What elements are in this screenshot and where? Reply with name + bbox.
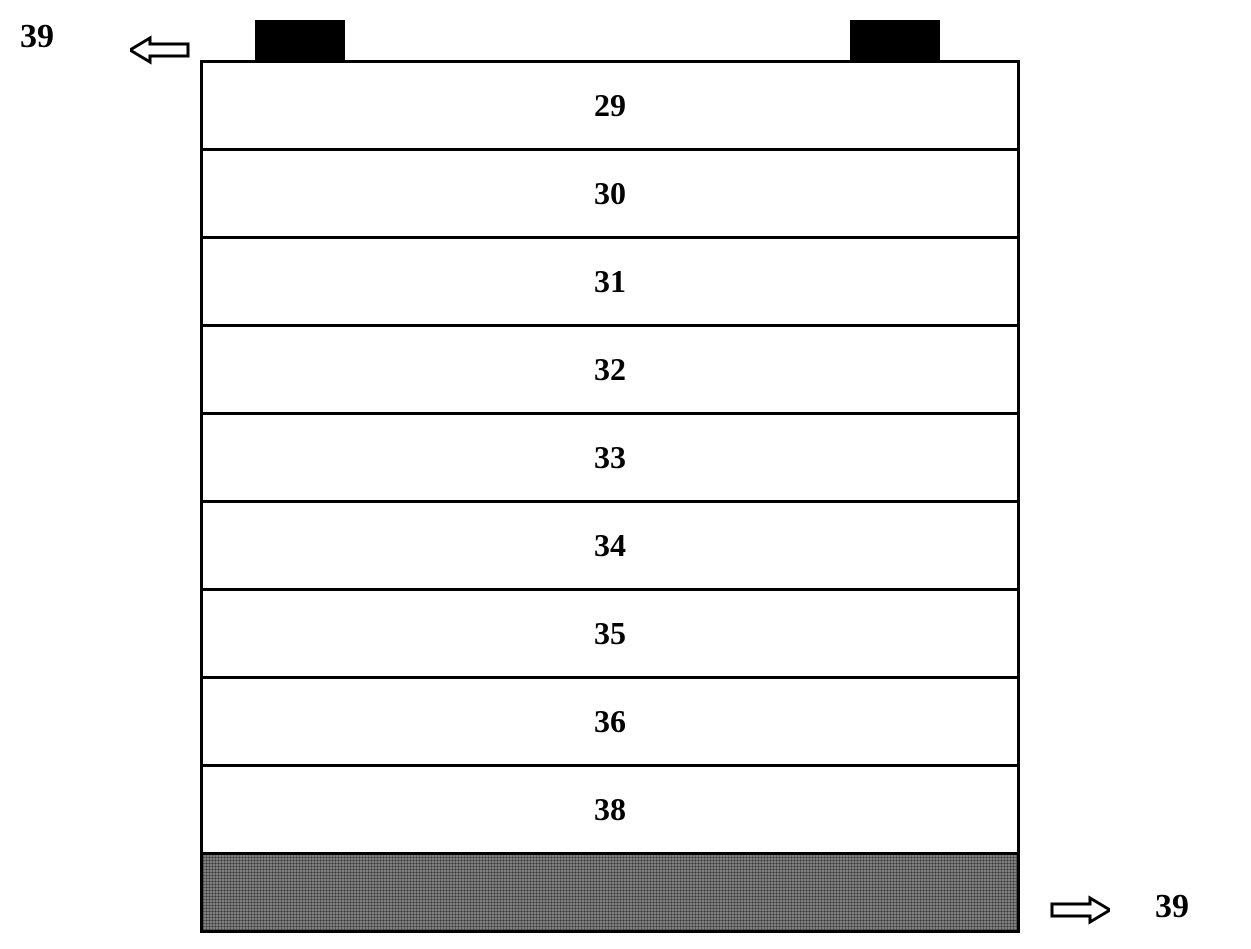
arrow-right-icon [1050, 895, 1110, 930]
arrow-left-icon [130, 35, 190, 70]
layer-stack: 29 30 31 32 33 34 35 36 38 [200, 60, 1020, 933]
layer-row: 35 [203, 591, 1017, 679]
layer-row: 30 [203, 151, 1017, 239]
layer-row: 34 [203, 503, 1017, 591]
layer-row: 29 [203, 63, 1017, 151]
callout-label-top-left: 39 [20, 18, 54, 56]
layer-label: 32 [594, 351, 626, 388]
layer-label: 31 [594, 263, 626, 300]
layer-label: 30 [594, 175, 626, 212]
callout-label-bottom-right: 39 [1155, 888, 1189, 926]
layer-row: 32 [203, 327, 1017, 415]
layer-label: 36 [594, 703, 626, 740]
layer-row: 33 [203, 415, 1017, 503]
bottom-layer-substrate [203, 855, 1017, 930]
layer-row: 31 [203, 239, 1017, 327]
layer-label: 29 [594, 87, 626, 124]
layer-label: 35 [594, 615, 626, 652]
layer-label: 38 [594, 791, 626, 828]
electrode-left [255, 20, 345, 60]
layer-label: 34 [594, 527, 626, 564]
layer-diagram: 29 30 31 32 33 34 35 36 38 [200, 20, 1020, 933]
top-electrodes-row [200, 20, 1020, 60]
layer-label: 33 [594, 439, 626, 476]
layer-row: 38 [203, 767, 1017, 855]
layer-row: 36 [203, 679, 1017, 767]
electrode-right [850, 20, 940, 60]
